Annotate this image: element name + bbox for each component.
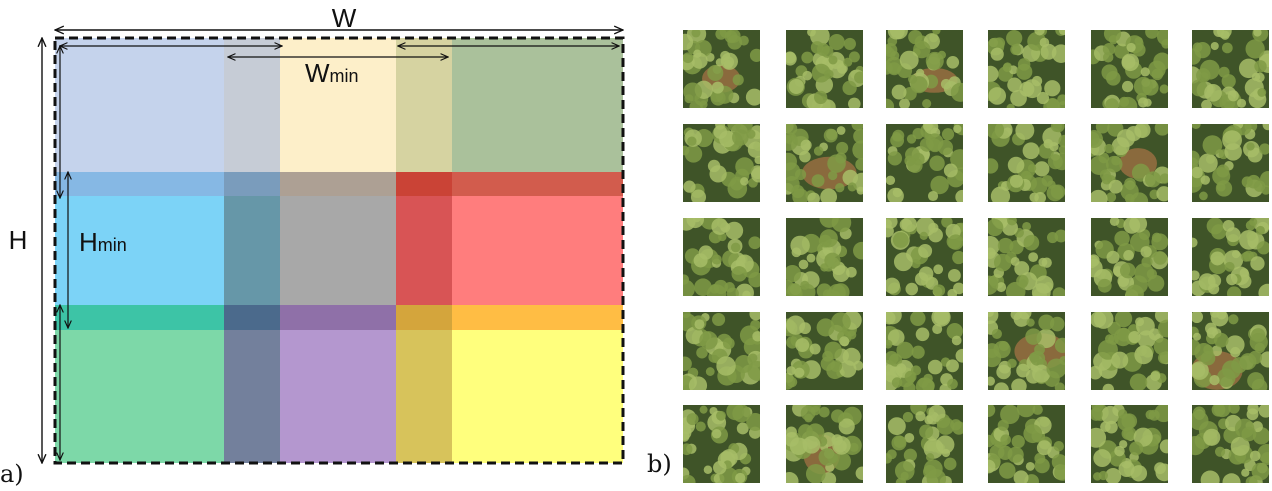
panel-b-label: b) [647, 450, 672, 478]
canopy-thumbnail [988, 218, 1065, 296]
tile-cell [396, 172, 452, 196]
canopy-thumbnail [786, 312, 863, 390]
tile-cell [396, 330, 452, 463]
canopy-thumbnail [683, 124, 760, 202]
tile-cell [452, 196, 623, 305]
tile-cell [396, 305, 452, 330]
hmin-label: Hmin [79, 227, 127, 257]
canopy-thumbnail [683, 30, 760, 108]
tile-cell [452, 330, 623, 463]
tile-cell [55, 330, 224, 463]
image-border [53, 36, 625, 465]
tile-cell [452, 172, 623, 196]
tile-cell [55, 196, 224, 305]
tile-cell [452, 38, 623, 172]
panel-a-label: a) [0, 460, 24, 488]
canopy-thumbnail [786, 124, 863, 202]
canopy-thumbnail-grid [683, 30, 1269, 483]
tile-cell [55, 305, 224, 330]
canopy-thumbnail [988, 312, 1065, 390]
tile-cell [224, 196, 280, 305]
canopy-thumbnail [786, 218, 863, 296]
canopy-thumbnail [1192, 312, 1269, 390]
width-label: W [332, 3, 357, 33]
tile-cell [396, 38, 452, 172]
tile-cell [280, 305, 396, 330]
wmin-label: Wmin [305, 58, 359, 88]
canopy-thumbnail [683, 405, 760, 483]
tile-cell [224, 330, 280, 463]
canopy-thumbnail [886, 218, 963, 296]
tile-cell [224, 38, 280, 172]
canopy-thumbnail [683, 218, 760, 296]
canopy-thumbnail [683, 312, 760, 390]
canopy-thumbnail [1091, 312, 1168, 390]
tile-cell [224, 172, 280, 196]
height-label: H [9, 225, 28, 255]
tile-cell [280, 330, 396, 463]
tile-cell [55, 38, 224, 172]
canopy-thumbnail [786, 405, 863, 483]
canopy-thumbnail [1091, 405, 1168, 483]
canopy-thumbnail [988, 30, 1065, 108]
tile-cell [55, 172, 224, 196]
canopy-thumbnail [1091, 30, 1168, 108]
tile-cell [452, 305, 623, 330]
tile-cell [396, 196, 452, 305]
canopy-thumbnail [786, 30, 863, 108]
canopy-thumbnail [1091, 124, 1168, 202]
canopy-thumbnail [886, 124, 963, 202]
tile-cell [280, 196, 396, 305]
canopy-thumbnail [1192, 405, 1269, 483]
canopy-thumbnail [1192, 124, 1269, 202]
canopy-thumbnail [988, 124, 1065, 202]
tile-cell [280, 38, 396, 172]
tile-cell [280, 172, 396, 196]
canopy-thumbnail [886, 405, 963, 483]
canopy-thumbnail [988, 405, 1065, 483]
canopy-thumbnail [886, 30, 963, 108]
canopy-thumbnail [1192, 30, 1269, 108]
canopy-thumbnail [886, 312, 963, 390]
canopy-thumbnail [1192, 218, 1269, 296]
tile-cell [224, 305, 280, 330]
overlap-tile-grid [55, 38, 623, 463]
canopy-thumbnail [1091, 218, 1168, 296]
